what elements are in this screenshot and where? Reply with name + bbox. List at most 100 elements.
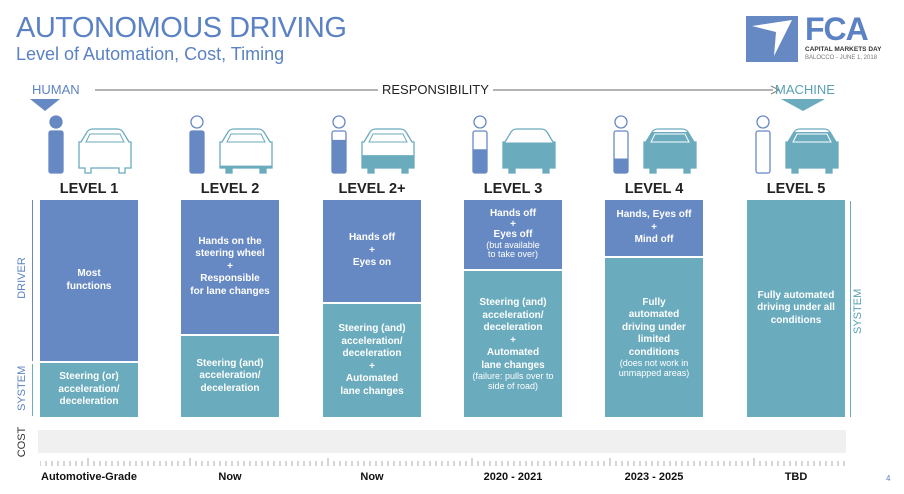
page-number: 4: [886, 474, 891, 483]
system-responsibility-box: Steering (and) acceleration/deceleration +…: [323, 304, 421, 417]
timing-value: 2020 - 2021: [483, 471, 543, 483]
person-icon: [755, 115, 771, 174]
box-text-line: deceleration: [342, 348, 402, 359]
person-and-car-icon: [613, 115, 697, 174]
box-text-line: conditions: [628, 346, 680, 358]
box-text-line: Responsible: [200, 273, 260, 285]
box-text-line: conditions: [770, 314, 822, 326]
box-text-line: +: [369, 244, 375, 256]
system-axis-line-right: [850, 201, 851, 417]
timing-value: Now: [360, 471, 384, 483]
person-and-car-icon: [755, 115, 839, 174]
page-title: AUTONOMOUS DRIVING: [16, 12, 347, 44]
timing-value: Now: [218, 471, 242, 483]
box-text-line: (but available: [486, 239, 540, 250]
box-text-line: Automated: [345, 373, 399, 384]
box-text-line: Fully: [642, 296, 666, 308]
system-axis-label-left: SYSTEM: [16, 365, 28, 411]
box-text-line: acceleration/: [341, 335, 403, 347]
box-text-line: driving under all: [757, 302, 835, 314]
driver-responsibility-box: Most functions: [40, 200, 138, 361]
person-icon: [472, 115, 488, 174]
level-label: LEVEL 5: [766, 181, 826, 197]
box-text-line: side of road): [487, 380, 539, 391]
person-icon: [189, 115, 205, 174]
driver-responsibility-box: Hands off + Eyes off (but available to take …: [464, 200, 562, 269]
machine-label: MACHINE: [775, 82, 835, 97]
person-icon: [613, 115, 629, 174]
box-text-line: Hands off: [348, 232, 396, 244]
box-text-line: Mind off: [634, 234, 674, 246]
system-axis-line-left: [32, 364, 33, 416]
logo-mark-icon: [746, 16, 798, 62]
box-text-line: deceleration: [59, 396, 119, 408]
person-icon: [48, 115, 64, 174]
car-icon: [643, 128, 697, 174]
machine-pointer-icon: [781, 99, 825, 111]
box-text-line: lane changes: [481, 359, 545, 371]
driver-responsibility-box: Hands, Eyes off + Mind off: [605, 200, 703, 256]
level-label: LEVEL 2+: [338, 181, 406, 197]
box-text-line: lane changes: [340, 385, 404, 397]
box-text-line: Automated: [486, 347, 540, 358]
system-responsibility-box: Fully automated driving under limited condit…: [605, 258, 703, 417]
box-text-line: Most: [77, 268, 101, 279]
car-icon: [785, 128, 839, 174]
box-text-line: for lane changes: [190, 285, 270, 297]
responsibility-label: RESPONSIBILITY: [378, 82, 493, 97]
logo-date: BALOCCO - JUNE 1, 2018: [805, 55, 878, 61]
logo-brand: FCA: [805, 11, 869, 47]
box-text-line: acceleration/: [58, 383, 120, 395]
box-text-line: Eyes off: [493, 229, 533, 241]
system-responsibility-box: Steering (or) acceleration/deceleration: [40, 363, 138, 417]
box-text-line: automated: [628, 309, 680, 321]
car-icon: [78, 128, 132, 174]
timeline-ticks: [40, 458, 845, 466]
driver-axis-line: [32, 200, 33, 361]
box-text-line: to take over): [487, 249, 539, 260]
timing-value: Automotive-Grade: [41, 471, 137, 483]
timing-value: 2023 - 2025: [624, 471, 684, 483]
level-label: LEVEL 2: [200, 181, 260, 197]
box-text-line: +: [510, 334, 516, 346]
logo-event: CAPITAL MARKETS DAY: [805, 46, 882, 53]
human-label: HUMAN: [32, 82, 80, 97]
car-icon: [219, 128, 273, 174]
page-subtitle: Level of Automation, Cost, Timing: [16, 44, 285, 64]
driver-axis-label: DRIVER: [16, 257, 28, 299]
driver-responsibility-box: Hands off + Eyes on: [323, 200, 421, 302]
cost-bar: [38, 430, 846, 453]
timing-value: TBD: [784, 471, 808, 483]
person-and-car-icon: [189, 115, 273, 174]
person-icon: [331, 115, 347, 174]
box-text-line: steering wheel: [195, 248, 265, 260]
box-text-line: Steering (or): [59, 371, 119, 383]
system-responsibility-box: Fully automated driving under all conditio…: [747, 200, 845, 417]
car-icon: [361, 128, 415, 174]
box-text-line: (failure: pulls over to: [472, 371, 554, 381]
person-and-car-icon: [472, 115, 556, 174]
box-text-line: +: [227, 260, 233, 272]
box-text-line: driving under: [622, 321, 686, 333]
box-text-line: deceleration: [200, 382, 260, 394]
person-and-car-icon: [48, 115, 132, 174]
box-text-line: Fully automated: [757, 289, 835, 301]
box-text-line: Hands on the: [198, 235, 262, 247]
level-label: LEVEL 1: [59, 181, 119, 197]
box-text-line: +: [510, 218, 516, 230]
system-responsibility-box: Steering (and) acceleration/deceleration: [181, 336, 279, 417]
box-text-line: Steering (and): [196, 357, 264, 369]
box-text-line: functions: [66, 280, 112, 292]
box-text-line: limited: [637, 334, 671, 346]
box-text-line: +: [651, 221, 657, 233]
box-text-line: Hands off: [489, 208, 537, 220]
box-text-line: +: [369, 360, 375, 372]
person-and-car-icon: [331, 115, 415, 174]
car-icon: [502, 128, 556, 174]
system-axis-label-right: SYSTEM: [852, 288, 864, 334]
box-text-line: deceleration: [483, 322, 543, 333]
level-label: LEVEL 3: [483, 181, 543, 197]
box-text-line: Eyes on: [352, 257, 392, 269]
human-pointer-icon: [30, 99, 60, 111]
level-label: LEVEL 4: [624, 181, 684, 197]
